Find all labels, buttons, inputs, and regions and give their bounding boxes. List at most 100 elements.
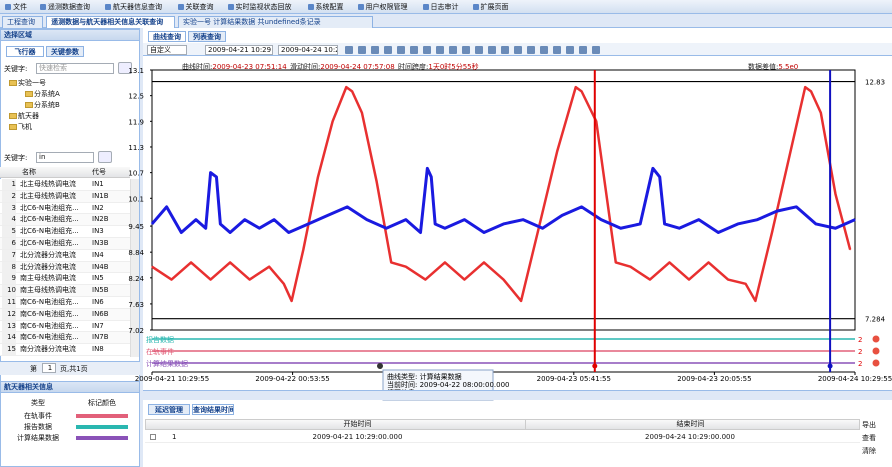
table-row[interactable] bbox=[0, 190, 130, 203]
range-select[interactable]: 自定义 bbox=[147, 45, 187, 55]
series-point bbox=[268, 266, 270, 268]
action-button[interactable]: 查看 bbox=[862, 434, 876, 442]
toolbar-button[interactable]: 关联查询 bbox=[185, 3, 214, 11]
toolbar-button[interactable]: 日志审计 bbox=[430, 3, 459, 11]
table-row[interactable] bbox=[0, 238, 130, 250]
table-row[interactable] bbox=[0, 214, 130, 227]
tree-node[interactable]: 分系统B bbox=[34, 101, 60, 109]
table-row[interactable] bbox=[0, 344, 130, 356]
toolbar-button[interactable]: 扩展页面 bbox=[480, 3, 509, 11]
tool-icon[interactable] bbox=[423, 46, 431, 54]
series-point bbox=[463, 278, 466, 281]
search-button[interactable] bbox=[98, 151, 112, 163]
bottom-collapse-bar bbox=[143, 390, 892, 400]
tool-icon[interactable] bbox=[397, 46, 405, 54]
view-tab[interactable]: 列表查询 bbox=[188, 31, 226, 42]
toolbar-button[interactable]: 实时监视状态回放 bbox=[235, 3, 292, 11]
event-icon bbox=[872, 335, 880, 343]
tool-icon[interactable] bbox=[358, 46, 366, 54]
toolbar-button[interactable]: 遥测数据查询 bbox=[48, 3, 90, 11]
series-point bbox=[537, 231, 539, 234]
tree-node[interactable]: 航天器 bbox=[18, 112, 39, 120]
tool-icon[interactable] bbox=[540, 46, 548, 54]
toolbar-icon bbox=[422, 4, 429, 10]
toolbar-icon bbox=[472, 4, 479, 10]
series-point bbox=[804, 86, 806, 88]
toolbar-button[interactable]: 文件 bbox=[13, 3, 27, 11]
search-button[interactable] bbox=[118, 62, 132, 74]
tool-icon[interactable] bbox=[488, 46, 496, 54]
series-point bbox=[541, 227, 544, 229]
tab[interactable]: 实验一号 计算结果数据 共undefined条记录 bbox=[178, 16, 373, 28]
view-tab[interactable]: 曲线查询 bbox=[148, 31, 186, 42]
table-row[interactable] bbox=[0, 261, 130, 274]
page-input[interactable]: 1 bbox=[42, 363, 56, 373]
table-row[interactable] bbox=[0, 249, 130, 262]
table-row[interactable] bbox=[0, 273, 130, 286]
row-number: 14 bbox=[2, 332, 16, 344]
toolbar-button[interactable]: 系统配置 bbox=[315, 3, 344, 11]
plot-background bbox=[143, 57, 892, 387]
table-row[interactable] bbox=[0, 226, 130, 238]
series-point bbox=[815, 223, 817, 225]
tool-icon[interactable] bbox=[436, 46, 444, 54]
table-row[interactable] bbox=[0, 308, 130, 321]
tree-node[interactable]: 飞机 bbox=[18, 123, 32, 131]
side-tab[interactable]: 飞行器 bbox=[6, 46, 44, 57]
table-row[interactable] bbox=[0, 320, 130, 333]
checkbox[interactable] bbox=[150, 434, 156, 440]
tool-icon[interactable] bbox=[371, 46, 379, 54]
start-input[interactable]: 2009-04-21 10:29 bbox=[205, 45, 273, 55]
tab[interactable]: 工程查询 bbox=[2, 16, 44, 28]
keyword-input[interactable]: in bbox=[36, 152, 94, 163]
cursor-info: 数据差值:5.5e0 bbox=[748, 62, 798, 71]
keyword-input[interactable]: 快速检索 bbox=[36, 63, 114, 74]
tool-icon[interactable] bbox=[566, 46, 574, 54]
tool-icon[interactable] bbox=[553, 46, 561, 54]
toolbar-button[interactable]: 用户权限管理 bbox=[365, 3, 408, 11]
series-point bbox=[595, 120, 597, 122]
tool-icon[interactable] bbox=[475, 46, 483, 54]
side-tab[interactable]: 关键参数 bbox=[46, 46, 84, 57]
tree-node[interactable]: 分系统A bbox=[34, 90, 60, 98]
table-row[interactable] bbox=[0, 179, 130, 191]
tool-icon[interactable] bbox=[501, 46, 509, 54]
series-point bbox=[795, 206, 798, 208]
tool-icon[interactable] bbox=[462, 46, 470, 54]
tree-node[interactable]: 实验一号 bbox=[18, 79, 46, 87]
series-point bbox=[502, 223, 505, 225]
grid-row[interactable] bbox=[145, 431, 860, 443]
row-name: 南分流器分流电流 bbox=[20, 345, 76, 354]
tool-icon[interactable] bbox=[345, 46, 353, 54]
cursor-dot bbox=[592, 363, 598, 369]
tab[interactable]: 遥测数据与航天器相关信息关联查询 bbox=[46, 16, 175, 28]
series-point bbox=[834, 227, 837, 229]
series-point bbox=[249, 278, 251, 281]
series-point bbox=[756, 219, 758, 221]
tool-icon[interactable] bbox=[592, 46, 600, 54]
tool-icon[interactable] bbox=[527, 46, 535, 54]
color-swatch bbox=[76, 436, 128, 440]
table-row[interactable] bbox=[0, 297, 130, 309]
cursor-info-value: 1天0时5分55秒 bbox=[428, 62, 478, 71]
tool-icon[interactable] bbox=[514, 46, 522, 54]
series-point bbox=[151, 266, 153, 268]
table-row[interactable] bbox=[0, 285, 130, 297]
series-point bbox=[346, 206, 348, 208]
grid-column: 结束时间 bbox=[525, 419, 855, 430]
tool-icon[interactable] bbox=[384, 46, 392, 54]
tool-icon[interactable] bbox=[449, 46, 457, 54]
action-button[interactable]: 清除 bbox=[862, 447, 876, 455]
tool-icon[interactable] bbox=[410, 46, 418, 54]
toolbar-icon bbox=[227, 4, 234, 10]
bottom-tab[interactable]: 查询结果时间段 bbox=[192, 404, 234, 415]
info-type: 报告数据 bbox=[24, 423, 52, 431]
bottom-tab[interactable]: 延迟管理 bbox=[148, 404, 190, 415]
action-button[interactable]: 导出 bbox=[862, 421, 876, 429]
tool-icon[interactable] bbox=[579, 46, 587, 54]
table-row[interactable] bbox=[0, 202, 130, 215]
series-point bbox=[283, 283, 285, 285]
toolbar-button[interactable]: 航天器信息查询 bbox=[113, 3, 162, 11]
table-row[interactable] bbox=[0, 332, 130, 345]
end-input[interactable]: 2009-04-24 10:29 bbox=[278, 45, 338, 55]
